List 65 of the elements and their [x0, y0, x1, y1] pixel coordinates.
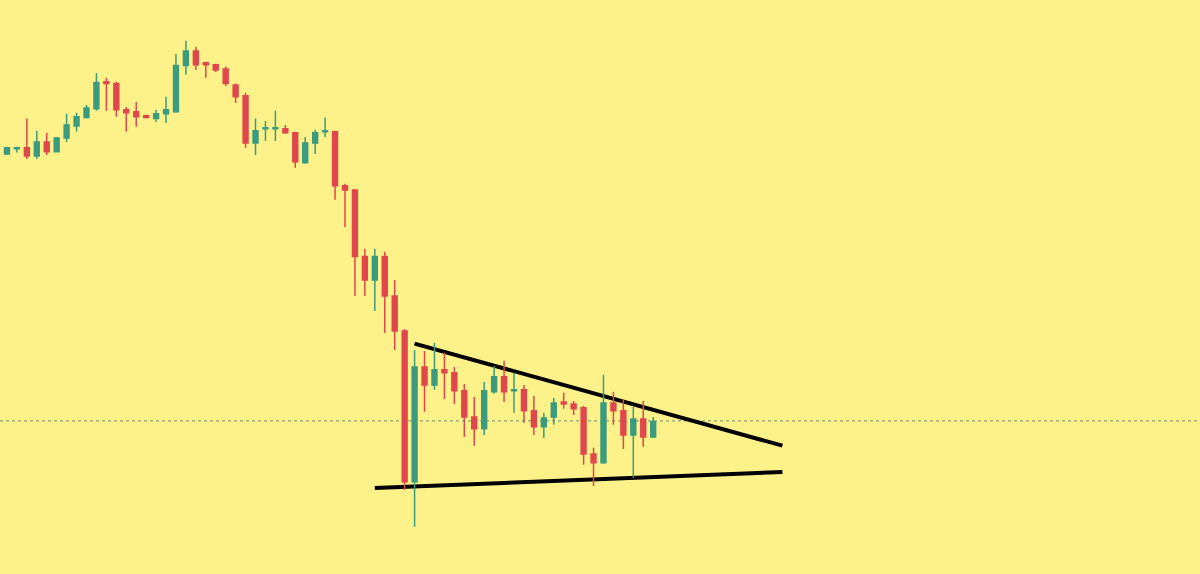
candlestick [13, 146, 21, 154]
candlestick [282, 124, 289, 135]
candlestick [133, 101, 140, 128]
candlestick [461, 383, 468, 438]
candlestick [172, 53, 180, 114]
candlestick [23, 117, 31, 160]
candlestick [570, 400, 577, 416]
candlestick [480, 381, 488, 436]
candlestick [441, 352, 448, 400]
candlestick [321, 116, 329, 138]
candlestick [560, 391, 567, 410]
candlestick [431, 341, 438, 391]
candlestick [520, 384, 528, 424]
candlestick [490, 365, 498, 395]
candlestick [341, 182, 349, 228]
candlestick [381, 251, 388, 334]
candlestick [331, 129, 339, 201]
candlestick [311, 129, 319, 155]
candlestick [53, 136, 60, 154]
candlestick [103, 77, 110, 112]
candlestick [600, 373, 607, 465]
candlestick [93, 72, 100, 112]
candlestick [33, 129, 40, 160]
candlestick [401, 328, 408, 491]
candlestick [83, 104, 90, 120]
candlestick [262, 120, 269, 142]
candlestick [620, 398, 627, 450]
candlestick [540, 411, 548, 439]
candlestick [272, 110, 279, 142]
candlestick [650, 416, 657, 439]
candlestick [500, 359, 508, 403]
candlestick [351, 188, 359, 297]
candlestick [113, 80, 120, 118]
candlestick [550, 397, 557, 426]
candlestick [232, 82, 239, 104]
candlestick [580, 405, 587, 466]
candlestick [292, 130, 299, 169]
candlestick [302, 136, 309, 165]
candlestick [222, 65, 229, 87]
candlestick [640, 400, 647, 448]
candlestick [451, 366, 458, 405]
candlestick [510, 372, 518, 414]
candlestick [371, 248, 378, 312]
candlestick [43, 131, 50, 156]
candlestick [471, 396, 478, 447]
candlestick [63, 112, 70, 143]
candlestick [192, 45, 200, 71]
candlestick [361, 248, 369, 297]
candlestick [391, 279, 398, 351]
candlestick [162, 95, 170, 124]
candlestick [73, 112, 80, 133]
candlestick [212, 62, 219, 73]
candlestick [252, 117, 259, 156]
candlestick [242, 92, 249, 149]
candlestick [530, 394, 538, 436]
candlestick [610, 390, 617, 426]
candlestick [123, 106, 130, 133]
candlestick [421, 350, 428, 413]
candlestick [630, 406, 637, 479]
candlestick [590, 446, 597, 487]
candlestick [202, 60, 209, 79]
candlestick [152, 109, 160, 123]
candlestick [3, 146, 11, 156]
candlestick [182, 40, 190, 76]
candlestick [411, 349, 418, 528]
